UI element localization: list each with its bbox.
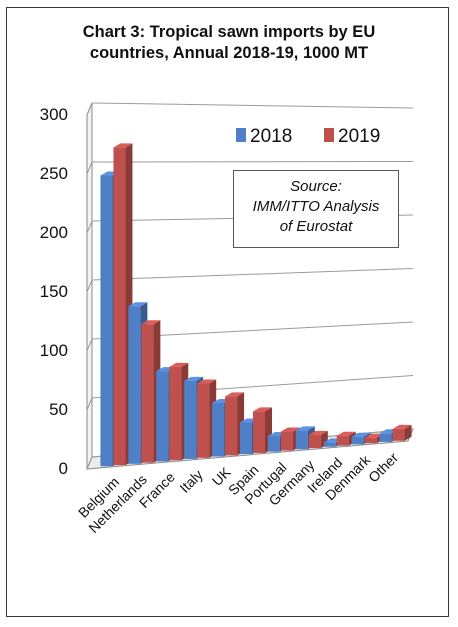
bar-top	[169, 362, 189, 367]
bar-front	[100, 175, 113, 467]
bar-front	[156, 371, 169, 462]
bar-front	[113, 147, 126, 466]
bars	[100, 143, 412, 467]
y-tick-label: 0	[59, 459, 68, 478]
y-tick-label: 250	[40, 164, 68, 183]
bar-top	[308, 430, 328, 435]
bar-top	[280, 427, 300, 432]
x-tick-label: Other	[365, 449, 401, 485]
gridline-side	[86, 397, 93, 411]
source-annotation: Source: IMM/ITTO Analysis of Eurostat	[233, 170, 399, 248]
bar-front	[141, 324, 154, 463]
source-line-2: IMM/ITTO Analysis	[252, 198, 380, 215]
bar-front	[212, 402, 225, 457]
chart-title-line-1: Chart 3: Tropical sawn imports by EU	[82, 23, 376, 41]
bar-top	[225, 392, 245, 397]
gridline	[91, 268, 414, 281]
source-line-1: Source:	[290, 178, 342, 195]
bar-front	[351, 436, 364, 445]
legend-swatch-2019	[324, 128, 334, 142]
gridline	[91, 161, 414, 163]
chart-title: Chart 3: Tropical sawn imports by EU cou…	[0, 22, 458, 64]
legend-swatch-2018	[236, 128, 246, 142]
x-tick-label: Italy	[176, 466, 205, 495]
gridline-side	[86, 102, 93, 116]
bar-front	[295, 430, 308, 450]
bar-top	[128, 302, 148, 307]
bar-front	[267, 435, 280, 452]
bar-top	[113, 143, 133, 148]
gridline-side	[86, 220, 93, 234]
bar-front	[253, 411, 265, 453]
bar-top	[336, 431, 356, 436]
bar-front	[392, 428, 405, 441]
bar-front	[240, 422, 252, 455]
y-tick-label: 300	[40, 105, 68, 124]
bar-front	[308, 434, 321, 449]
bar-front	[323, 442, 336, 447]
bar-front	[336, 435, 349, 446]
bar-front	[225, 396, 238, 456]
bar-top	[364, 433, 384, 438]
y-tick-label: 100	[40, 341, 68, 360]
chart-title-line-2: countries, Annual 2018-19, 1000 MT	[89, 44, 369, 62]
bar-top	[184, 376, 204, 381]
bar-front	[197, 383, 210, 458]
bar-top	[295, 426, 315, 431]
y-tick-label: 150	[40, 282, 68, 301]
y-axis-ticks: 0 50 100 150 200 250 300	[40, 105, 68, 478]
bar-top	[351, 432, 371, 437]
bar-top	[141, 320, 161, 325]
bar-top	[392, 424, 412, 429]
bar-front	[379, 433, 392, 442]
bar-front	[184, 380, 197, 459]
source-line-3: of Eurostat	[279, 218, 353, 235]
bar-2019-other	[392, 424, 412, 441]
bar-front	[364, 437, 377, 444]
gridline-side	[86, 161, 93, 175]
bar-front	[280, 431, 293, 451]
bar-top	[197, 379, 217, 384]
legend-label-2019: 2019	[338, 126, 380, 147]
bar-front	[169, 366, 182, 461]
gridline-side	[86, 338, 93, 352]
bar-top	[253, 407, 272, 412]
bar-front	[128, 306, 141, 464]
y-tick-label: 200	[40, 223, 68, 242]
gridline-side	[86, 279, 93, 293]
gridline	[91, 102, 414, 109]
gridline-side	[86, 456, 93, 470]
chart-frame	[6, 7, 449, 617]
y-tick-label: 50	[49, 400, 68, 419]
legend: 2018 2019	[236, 126, 380, 147]
bar-side	[404, 424, 412, 441]
legend-label-2018: 2018	[250, 126, 292, 147]
